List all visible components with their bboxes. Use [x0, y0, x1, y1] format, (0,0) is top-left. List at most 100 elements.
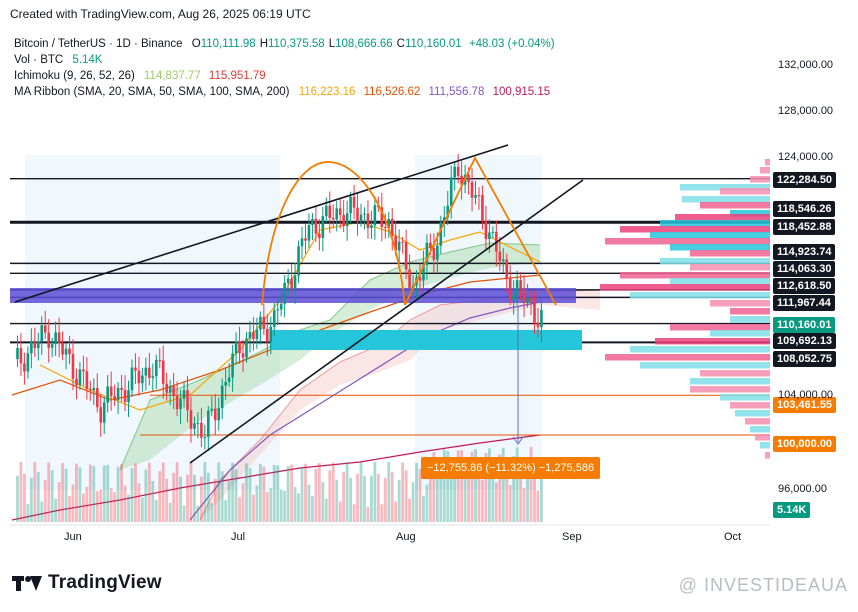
candle-body — [158, 360, 162, 362]
volume-bar — [328, 470, 332, 522]
candle-body — [234, 341, 238, 354]
tradingview-logo[interactable]: TradingView — [12, 572, 162, 594]
candle-body — [474, 195, 477, 198]
ichimoku-row[interactable]: Ichimoku (9, 26, 52, 26) 114,837.77 115,… — [14, 68, 560, 84]
wedge-upper-line — [14, 144, 509, 303]
candle-body — [50, 344, 54, 348]
volume-profile-bar — [760, 442, 770, 449]
price-tag[interactable]: 114,063.30 — [773, 261, 836, 277]
volume-bar — [175, 462, 179, 522]
volume-profile-bar — [640, 362, 770, 369]
volume-bar — [491, 468, 495, 522]
volume-bar — [418, 468, 422, 522]
volume-bar — [269, 488, 273, 522]
price-tag[interactable]: 122,284.50 — [773, 172, 837, 188]
volume-bar — [196, 505, 200, 522]
price-tag[interactable]: 118,546.26 — [773, 201, 836, 217]
candle-body — [238, 341, 241, 354]
candle-body — [262, 316, 266, 329]
ma-ribbon-row[interactable]: MA Ribbon (SMA, 20, SMA, 50, SMA, 100, S… — [14, 84, 560, 100]
double-top-arc-left — [261, 161, 406, 306]
ichimoku-cloud-green — [120, 243, 540, 470]
x-tick-label: Sep — [562, 531, 582, 543]
volume-bar — [137, 483, 141, 522]
volume-bar — [151, 481, 155, 522]
tradingview-brand: TradingView — [48, 572, 162, 593]
volume-bar — [189, 462, 193, 522]
candle-body — [92, 387, 96, 391]
price-tag[interactable]: 111,967.44 — [773, 295, 835, 311]
symbol-row[interactable]: Bitcoin / TetherUS · 1D · Binance O110,1… — [14, 36, 560, 52]
price-tag[interactable]: 118,452.88 — [773, 219, 836, 235]
volume-bar — [380, 504, 384, 522]
candle-body — [325, 205, 328, 217]
volume-bar — [134, 463, 137, 522]
volume-row[interactable]: Vol · BTC 5.14K — [14, 52, 560, 68]
volume-bar — [425, 484, 429, 522]
volume-profile-bar — [760, 167, 770, 174]
volume-bar — [144, 469, 148, 522]
y-tick-label: 132,000.00 — [778, 59, 834, 71]
candle-body — [383, 227, 387, 229]
price-tag[interactable]: 103,461.55 — [773, 397, 837, 413]
candle-body — [196, 422, 200, 424]
volume-bar — [238, 497, 241, 522]
volume-bar — [404, 470, 408, 522]
price-tag[interactable]: 114,923.74 — [773, 244, 836, 260]
candle-body — [356, 207, 359, 222]
candle-body — [23, 363, 26, 372]
volume-bar — [179, 476, 182, 522]
volume-bar — [397, 479, 401, 522]
volume-bar — [300, 467, 304, 522]
volume-bar — [529, 447, 533, 522]
volume-bar — [467, 477, 470, 522]
candle-body — [297, 246, 300, 276]
volume-bar — [61, 463, 64, 522]
candle-body — [134, 367, 137, 371]
ohlc-key-l: L — [328, 38, 336, 50]
volume-profile-bar — [630, 292, 770, 299]
price-tag[interactable]: 5.14K — [773, 502, 811, 518]
candle-body — [536, 322, 540, 328]
highlight-zone-left — [25, 155, 280, 490]
volume-bar — [383, 477, 387, 522]
candle-body — [345, 213, 349, 227]
volume-bar — [99, 489, 103, 522]
sma-100-line — [189, 301, 541, 521]
candle-body — [113, 396, 116, 401]
candle-body — [442, 217, 446, 222]
volume-bar — [231, 462, 235, 522]
volume-profile-bar — [675, 214, 770, 221]
volume-bar — [370, 475, 373, 522]
volume-bar — [540, 459, 543, 522]
candle-body — [248, 331, 252, 339]
volume-bar — [116, 466, 120, 522]
volume-bar — [390, 471, 394, 522]
price-tag[interactable]: 100,000.00 — [773, 436, 837, 452]
candle-body — [95, 387, 99, 408]
chart-legend: Bitcoin / TetherUS · 1D · Binance O110,1… — [14, 36, 560, 100]
volume-bar — [470, 451, 474, 522]
volume-profile-bar — [700, 370, 770, 377]
volume-bar — [123, 485, 127, 522]
candle-body — [144, 367, 148, 376]
candle-body — [30, 341, 33, 354]
symbol-label: Bitcoin / TetherUS · 1D · Binance — [14, 38, 183, 50]
candle-body — [141, 375, 144, 384]
volume-bar — [265, 492, 269, 522]
volume-bar — [311, 496, 314, 522]
volume-bar — [78, 467, 82, 522]
price-tag[interactable]: 112,618.50 — [773, 278, 836, 294]
volume-profile-bar — [690, 378, 770, 385]
volume-bar — [40, 501, 44, 522]
candle-body — [276, 309, 280, 311]
candle-body — [57, 332, 61, 344]
volume-bar — [43, 479, 47, 522]
ohlc-key-o: O — [191, 38, 201, 50]
candle-body — [370, 225, 373, 229]
volume-bar — [304, 463, 307, 522]
price-tag[interactable]: 108,052.75 — [773, 351, 837, 367]
price-tag[interactable]: 110,160.01 — [773, 317, 836, 333]
price-tag[interactable]: 109,692.13 — [773, 333, 837, 349]
